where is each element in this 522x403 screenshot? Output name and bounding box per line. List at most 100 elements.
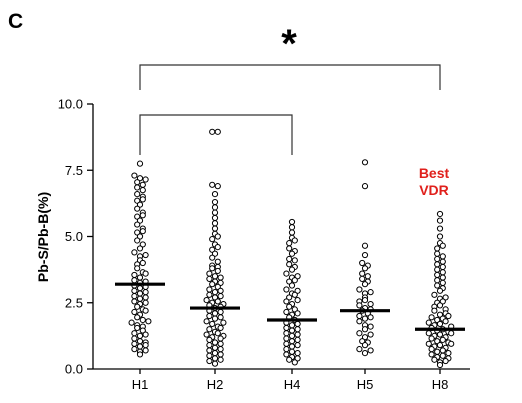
data-point bbox=[361, 350, 369, 357]
data-point bbox=[294, 331, 301, 338]
data-point bbox=[436, 287, 444, 294]
x-tick-label: H1 bbox=[132, 377, 149, 392]
data-point bbox=[367, 331, 374, 338]
data-point bbox=[431, 291, 438, 298]
data-point bbox=[136, 343, 144, 350]
data-point bbox=[428, 314, 435, 321]
data-point bbox=[294, 297, 301, 304]
data-point bbox=[136, 274, 144, 281]
data-point bbox=[214, 244, 221, 251]
data-point bbox=[217, 274, 224, 281]
data-point bbox=[131, 271, 138, 279]
data-point bbox=[136, 285, 144, 292]
data-point bbox=[217, 346, 224, 353]
data-point bbox=[131, 172, 138, 179]
data-point bbox=[211, 209, 219, 216]
data-point bbox=[436, 225, 444, 232]
significance-asterisk: * bbox=[281, 22, 297, 66]
data-point bbox=[134, 191, 141, 198]
data-point bbox=[436, 331, 444, 338]
data-point bbox=[139, 316, 146, 324]
data-point bbox=[134, 221, 141, 228]
data-point bbox=[217, 351, 224, 358]
data-point bbox=[428, 351, 435, 358]
data-point bbox=[142, 294, 149, 301]
data-point bbox=[361, 342, 369, 349]
data-point bbox=[134, 184, 141, 191]
data-point bbox=[206, 312, 213, 320]
data-point bbox=[214, 258, 221, 265]
annotation-line1: Best bbox=[419, 165, 450, 181]
data-point bbox=[356, 286, 363, 293]
data-point bbox=[294, 350, 301, 357]
data-point bbox=[211, 350, 219, 357]
data-point bbox=[361, 297, 369, 304]
data-point bbox=[283, 270, 290, 277]
data-point bbox=[206, 342, 213, 349]
data-point bbox=[286, 356, 293, 363]
data-point bbox=[436, 217, 444, 224]
data-point bbox=[439, 269, 446, 276]
data-point bbox=[211, 214, 219, 222]
data-point bbox=[286, 303, 293, 310]
data-point bbox=[131, 298, 138, 305]
data-point bbox=[434, 266, 441, 273]
data-point bbox=[436, 320, 444, 328]
data-point bbox=[214, 233, 221, 240]
data-point bbox=[211, 198, 219, 206]
data-point bbox=[291, 277, 298, 284]
data-point bbox=[283, 330, 290, 337]
data-point bbox=[288, 282, 296, 289]
data-point bbox=[434, 250, 441, 257]
data-point bbox=[206, 291, 213, 298]
data-point bbox=[445, 350, 452, 357]
data-point bbox=[288, 224, 296, 231]
data-point bbox=[211, 360, 219, 367]
data-point bbox=[425, 330, 432, 337]
data-point bbox=[142, 347, 149, 354]
data-point bbox=[434, 271, 441, 279]
data-point bbox=[294, 336, 301, 343]
data-point bbox=[361, 315, 369, 322]
data-point bbox=[211, 225, 219, 232]
data-point bbox=[367, 300, 374, 308]
y-tick-label: 7.5 bbox=[65, 163, 83, 178]
data-point bbox=[436, 233, 444, 240]
data-point bbox=[139, 181, 146, 188]
data-point bbox=[294, 326, 301, 333]
data-point bbox=[439, 242, 446, 249]
data-point bbox=[217, 287, 224, 294]
data-point bbox=[294, 342, 301, 349]
data-point bbox=[361, 183, 369, 190]
data-point bbox=[142, 270, 149, 277]
data-point bbox=[288, 327, 296, 334]
data-point bbox=[436, 342, 444, 349]
y-axis-label: Pb-S/Pb-B(%) bbox=[35, 192, 51, 282]
data-point bbox=[356, 302, 363, 309]
y-tick-label: 0.0 bbox=[65, 362, 83, 377]
data-point bbox=[139, 259, 146, 267]
data-point bbox=[206, 270, 213, 277]
data-point bbox=[361, 265, 369, 272]
data-point bbox=[142, 307, 149, 314]
data-point bbox=[214, 267, 221, 275]
data-point bbox=[361, 159, 369, 166]
data-point bbox=[436, 361, 444, 369]
data-point bbox=[425, 319, 432, 326]
data-point bbox=[214, 183, 221, 190]
data-point bbox=[283, 351, 290, 358]
data-point bbox=[359, 259, 366, 267]
data-point bbox=[134, 324, 141, 332]
data-point bbox=[359, 275, 366, 282]
data-point bbox=[139, 228, 146, 235]
data-point bbox=[439, 347, 446, 354]
data-points bbox=[128, 128, 455, 369]
data-point bbox=[142, 342, 149, 349]
panel-label: C bbox=[8, 10, 23, 33]
data-point bbox=[211, 355, 219, 362]
data-point bbox=[142, 331, 149, 338]
data-point bbox=[356, 346, 363, 353]
data-point bbox=[288, 250, 296, 257]
data-point bbox=[134, 237, 141, 244]
data-point bbox=[142, 289, 149, 296]
